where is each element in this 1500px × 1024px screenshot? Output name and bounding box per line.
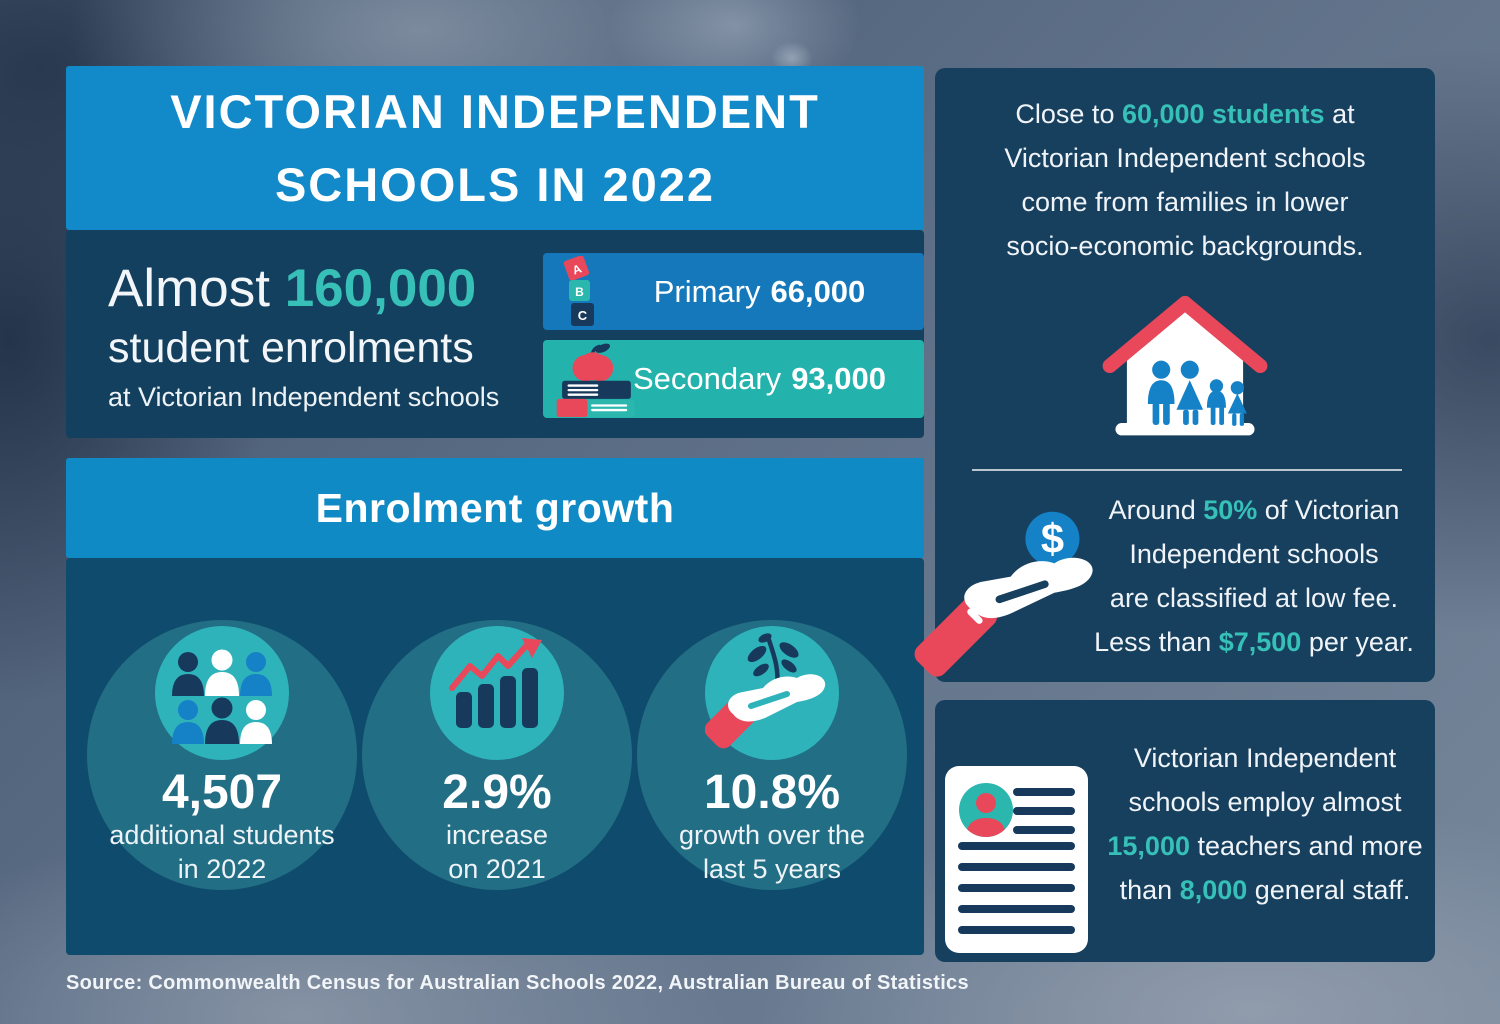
stat-value: 4,507	[161, 766, 283, 819]
staff-line1: Victorian Independent	[1133, 743, 1397, 773]
staff-paragraph: Victorian Independent schools employ alm…	[1103, 736, 1427, 912]
stat-label: growth over the last 5 years	[679, 818, 865, 886]
staff-line4: than 8,000 general staff.	[1103, 868, 1427, 912]
stat-label-line1: additional students	[109, 820, 335, 850]
staff-highlight-8000: 8,000	[1179, 875, 1248, 905]
stat-label-line2: last 5 years	[702, 854, 842, 884]
ses-highlight-students: 60,000 students	[1121, 99, 1325, 129]
ses-line1: Close to 60,000 students at	[935, 92, 1435, 136]
lowfee-line3: are classified at low fee.	[1109, 583, 1399, 613]
bar-chart-trend-icon	[449, 638, 542, 728]
ses-l1c: at	[1324, 99, 1355, 129]
staff-line3: 15,000 teachers and more	[1103, 824, 1427, 868]
staff-l4a: than	[1119, 875, 1180, 905]
enrolments-caption: at Victorian Independent schools	[108, 382, 500, 412]
secondary-bar-text: Secondary 93,000	[581, 361, 886, 397]
dollar-symbol: $	[1041, 515, 1064, 562]
block-letter-c: C	[578, 308, 588, 323]
stat-increase-2021: 2.9% increase on 2021	[362, 620, 632, 890]
house-icon-wrap	[935, 282, 1435, 446]
title-banner: VICTORIAN INDEPENDENT SCHOOLS IN 2022	[66, 66, 924, 230]
growth-banner: Enrolment growth	[66, 458, 924, 558]
house-family-icon	[1102, 295, 1268, 436]
lowfee-line2: Independent schools	[1129, 539, 1379, 569]
enrolments-total-line: Almost 160,000	[108, 258, 499, 320]
growth-header: Enrolment growth	[315, 484, 675, 531]
plant-in-hand-icon	[705, 633, 826, 749]
secondary-value: 93,000	[791, 361, 887, 396]
low-fee-paragraph: Around 50% of Victorian Independent scho…	[1087, 488, 1421, 664]
secondary-enrolment-bar: Secondary 93,000	[543, 340, 924, 418]
lowfee-l1a: Around	[1108, 495, 1204, 525]
staff-l3b: teachers and more	[1189, 831, 1423, 861]
page-title-line1: VICTORIAN INDEPENDENT	[170, 85, 820, 138]
enrolments-prefix: Almost	[108, 259, 285, 318]
enrolments-subtitle: student enrolments	[108, 324, 474, 372]
source-attribution: Source: Commonwealth Census for Australi…	[66, 972, 969, 994]
coin-in-hand-icon: $	[914, 511, 1093, 677]
stat-label-line2: in 2022	[177, 854, 267, 884]
stat-label: increase on 2021	[446, 818, 548, 886]
apple-books-icon	[556, 343, 635, 417]
block-letter-b: B	[575, 285, 584, 299]
primary-enrolment-bar: A B C Primary 66,000	[543, 253, 924, 330]
stat-value: 10.8%	[703, 766, 841, 819]
primary-value: 66,000	[770, 273, 866, 309]
stat-label-line1: increase	[445, 820, 549, 850]
ses-line3: come from families in lower	[1021, 187, 1349, 217]
ses-paragraph: Close to 60,000 students at Victorian In…	[935, 68, 1435, 268]
stat-icon-circle	[155, 626, 289, 760]
ses-line2: Victorian Independent schools	[1004, 143, 1366, 173]
staff-l4c: general staff.	[1247, 875, 1411, 905]
stat-label: additional students in 2022	[109, 818, 334, 886]
cv-document-icon	[945, 766, 1088, 953]
secondary-label: Secondary	[632, 361, 782, 396]
enrolments-panel: Almost 160,000 student enrolments at Vic…	[66, 230, 924, 438]
stat-value: 2.9%	[442, 766, 552, 819]
lowfee-highlight-50: 50%	[1203, 495, 1258, 525]
students-group-icon	[172, 649, 272, 744]
ses-l1a: Close to	[1015, 99, 1122, 129]
stat-icon-circle	[705, 626, 839, 760]
lowfee-line1: Around 50% of Victorian	[1087, 488, 1421, 532]
enrolments-headline: Almost 160,000 student enrolments at Vic…	[108, 258, 499, 418]
staff-highlight-15000: 15,000	[1107, 831, 1190, 861]
stat-label-line1: growth over the	[678, 820, 866, 850]
primary-label: Primary	[653, 273, 761, 309]
lowfee-l1c: of Victorian	[1257, 495, 1400, 525]
abc-blocks-icon: A B C	[563, 256, 594, 326]
stat-icon-circle	[430, 626, 564, 760]
stat-label-line2: on 2021	[448, 854, 546, 884]
primary-bar-text: Primary 66,000	[602, 274, 866, 310]
enrolments-total-value: 160,000	[284, 259, 477, 318]
stat-additional-students: 4,507 additional students in 2022	[87, 620, 357, 890]
staff-panel: Victorian Independent schools employ alm…	[935, 700, 1435, 962]
staff-line2: schools employ almost	[1128, 787, 1402, 817]
lowfee-highlight-7500: $7,500	[1218, 627, 1302, 657]
growth-stats-panel: 4,507 additional students in 2022 2.9% i…	[66, 558, 924, 955]
ses-line4: socio-economic backgrounds.	[1006, 231, 1364, 261]
stat-5year-growth: 10.8% growth over the last 5 years	[637, 620, 907, 890]
section-divider	[972, 469, 1402, 471]
lowfee-line4: Less than $7,500 per year.	[1087, 620, 1421, 664]
lowfee-l4c: per year.	[1301, 627, 1414, 657]
lowfee-l4a: Less than	[1094, 627, 1219, 657]
socio-economic-panel: Close to 60,000 students at Victorian In…	[914, 68, 1435, 682]
page-title-line2: SCHOOLS IN 2022	[274, 158, 716, 211]
